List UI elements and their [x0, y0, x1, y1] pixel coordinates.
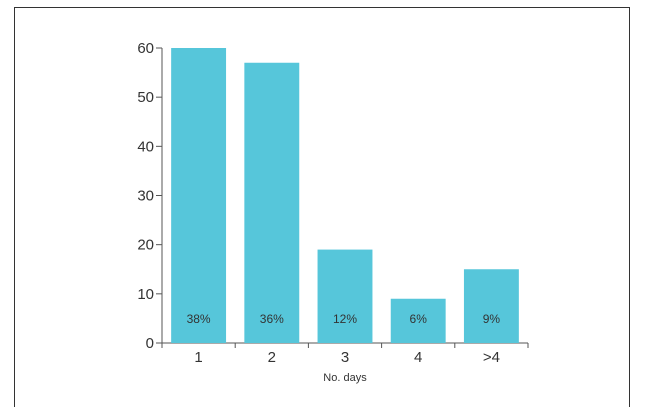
- y-tick-label: 10: [137, 286, 154, 303]
- x-tick-label: 1: [194, 349, 202, 366]
- x-axis-title: No. days: [323, 372, 367, 384]
- y-tick-label: 30: [137, 188, 154, 205]
- bar-3: [317, 249, 373, 343]
- bar-4: [390, 298, 446, 343]
- percent-label: 9%: [483, 312, 501, 326]
- x-tick-label: 3: [341, 349, 349, 366]
- bar-2: [244, 62, 300, 343]
- y-tick-label: 50: [137, 89, 154, 106]
- y-axis: 0 10 20 30 40 50 60: [137, 40, 163, 352]
- percent-labels: 38% 36% 12% 6% 9%: [187, 312, 501, 326]
- y-tick-label: 0: [146, 335, 154, 352]
- percent-label: 12%: [333, 312, 357, 326]
- x-tick-label: 4: [414, 349, 422, 366]
- percent-label: 36%: [260, 312, 284, 326]
- y-tick-label: 60: [137, 40, 154, 57]
- y-tick-label: 20: [137, 237, 154, 254]
- x-axis: 1 2 3 4 >4: [161, 342, 529, 366]
- y-tick-label: 40: [137, 138, 154, 155]
- x-tick-label: 2: [268, 349, 276, 366]
- chart-frame: [14, 7, 630, 407]
- bars: [171, 48, 519, 343]
- bar-5: [463, 269, 519, 343]
- percent-label: 6%: [410, 312, 428, 326]
- x-tick-label: >4: [483, 349, 500, 366]
- percent-label: 38%: [187, 312, 211, 326]
- bar-1: [171, 48, 227, 343]
